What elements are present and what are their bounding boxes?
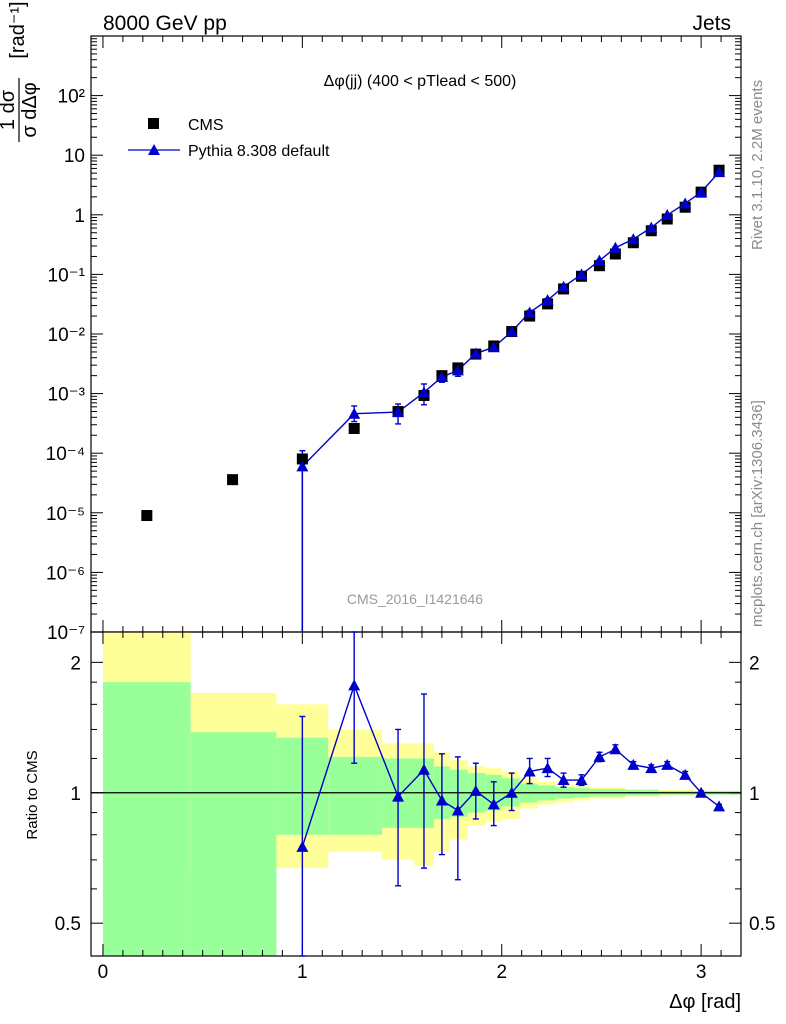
- ratio-point: [348, 679, 361, 691]
- legend-mc-marker: [148, 144, 160, 155]
- pythia-point: [435, 370, 448, 382]
- ratio-y-tick-label-right: 0.5: [749, 914, 775, 935]
- x-axis-label: Δφ [rad]: [669, 991, 741, 1013]
- main-y-tick-label: 1: [74, 206, 85, 227]
- ratio-point: [713, 800, 726, 812]
- main-panel: 10⁻⁷ 10⁻⁶ 10⁻⁵ 10⁻⁴ 10⁻³ 10⁻² 10⁻¹ 1 10 10² Δφ(jj…: [0, 1, 742, 644]
- svg-text:σ dΔφ: σ dΔφ: [19, 82, 41, 137]
- ratio-point: [593, 750, 606, 762]
- ratio-point: [541, 762, 554, 774]
- pythia-point: [557, 280, 570, 292]
- pythia-point: [417, 386, 430, 398]
- ratio-point: [451, 804, 464, 816]
- pythia-point: [296, 460, 309, 472]
- pythia-line: [301, 171, 720, 632]
- header-left: 8000 GeV pp: [103, 12, 227, 35]
- main-y-tick-label: 10⁻⁷: [47, 623, 85, 644]
- ratio-y-tick-label: 1: [70, 784, 81, 805]
- pythia-point: [575, 268, 588, 280]
- main-y-tick-label: 10: [64, 146, 85, 167]
- pythia-point: [348, 407, 361, 419]
- ratio-point: [505, 786, 518, 798]
- cms-point: [593, 260, 605, 272]
- cms-point: [141, 510, 153, 522]
- ratio-point: [487, 798, 500, 810]
- ratio-band-inner: [190, 732, 277, 956]
- main-title: Δφ(jj) (400 < pTlead < 500): [324, 73, 517, 90]
- ratio-point: [392, 790, 405, 802]
- ratio-point: [609, 743, 622, 755]
- ratio-point: [575, 774, 588, 786]
- cms-point: [227, 474, 239, 486]
- ratio-point: [417, 763, 430, 775]
- x-tick-label: 0: [98, 962, 109, 983]
- main-y-tick-label: 10⁻⁵: [46, 504, 85, 525]
- main-y-axis-label: 1 dσ σ dΔφ [rad⁻¹]: [0, 1, 41, 142]
- cms-point: [348, 422, 360, 434]
- ratio-point: [296, 840, 309, 852]
- svg-text:1 dσ: 1 dσ: [0, 89, 19, 130]
- pythia-point: [661, 209, 674, 221]
- pythia-point: [679, 197, 692, 209]
- x-tick-label: 1: [297, 962, 308, 983]
- pythia-point: [609, 241, 622, 253]
- pythia-point: [627, 233, 640, 245]
- x-tick-label: 3: [696, 962, 707, 983]
- pythia-point: [469, 347, 482, 359]
- mcplots-label: mcplots.cern.ch [arXiv:1306.3436]: [749, 400, 766, 627]
- ratio-point: [435, 794, 448, 806]
- ratio-band-inner: [102, 682, 191, 956]
- cms-point: [296, 453, 308, 465]
- pythia-point: [451, 364, 464, 376]
- pythia-point: [541, 294, 554, 306]
- main-y-tick-label: 10⁻⁶: [46, 563, 85, 584]
- pythia-point: [645, 221, 658, 233]
- ratio-point: [645, 762, 658, 774]
- ratio-point: [627, 758, 640, 770]
- ratio-point: [523, 765, 536, 777]
- svg-text:[rad⁻¹]: [rad⁻¹]: [7, 1, 29, 58]
- ratio-point: [695, 786, 708, 798]
- ratio-y-tick-label-right: 2: [749, 653, 760, 674]
- ratio-point: [469, 784, 482, 796]
- ratio-y-tick-label-right: 1: [749, 784, 760, 805]
- main-y-tick-label: 10⁻²: [48, 325, 86, 346]
- pythia-point: [713, 166, 726, 178]
- pythia-point: [505, 325, 518, 337]
- cms-point: [609, 248, 621, 260]
- main-y-tick-label: 10⁻¹: [48, 265, 86, 286]
- ratio-panel: 0.5 0.5 1 1 2 2 0 1 2 3 Ratio to CMS: [24, 631, 775, 983]
- ratio-point: [661, 758, 674, 770]
- main-y-tick-label: 10⁻⁴: [46, 444, 85, 465]
- x-tick-label: 2: [496, 962, 507, 983]
- pythia-point: [523, 306, 536, 318]
- pythia-point: [593, 254, 606, 266]
- ratio-y-tick-label: 0.5: [55, 914, 81, 935]
- legend-cms-label: CMS: [188, 117, 224, 134]
- rivet-label: Rivet 3.1.10, 2.2M events: [749, 80, 766, 250]
- legend: CMS Pythia 8.308 default: [128, 117, 330, 160]
- ratio-y-tick-label: 2: [70, 653, 81, 674]
- ratio-y-axis-label: Ratio to CMS: [24, 750, 41, 839]
- legend-mc-label: Pythia 8.308 default: [188, 143, 330, 160]
- header-right: Jets: [692, 12, 731, 35]
- ratio-point: [679, 768, 692, 780]
- pythia-point: [695, 186, 708, 198]
- legend-cms-marker: [148, 118, 159, 129]
- ratio-point: [557, 774, 570, 786]
- ratio-frame: [90, 631, 742, 957]
- pythia-point: [487, 341, 500, 353]
- ratio-band-inner: [328, 756, 383, 835]
- main-y-tick-label: 10²: [58, 87, 85, 108]
- watermark: CMS_2016_I1421646: [347, 591, 483, 607]
- main-y-tick-label: 10⁻³: [48, 385, 86, 406]
- pythia-point: [392, 406, 405, 418]
